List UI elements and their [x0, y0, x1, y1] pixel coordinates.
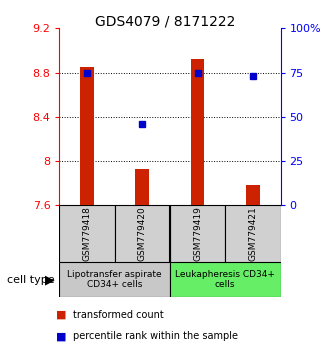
Bar: [170, 205, 225, 262]
Bar: [115, 205, 170, 262]
Text: GSM779421: GSM779421: [248, 206, 257, 261]
Text: GDS4079 / 8171222: GDS4079 / 8171222: [95, 14, 235, 28]
Text: GSM779418: GSM779418: [82, 206, 91, 261]
Bar: [225, 205, 280, 262]
Text: percentile rank within the sample: percentile rank within the sample: [73, 331, 238, 341]
Bar: [59, 262, 170, 297]
Bar: [191, 59, 205, 205]
Text: ■: ■: [56, 310, 67, 320]
Text: ▶: ▶: [45, 273, 54, 286]
Bar: [80, 67, 94, 205]
Text: cell type: cell type: [7, 275, 54, 285]
Text: ■: ■: [56, 331, 67, 341]
Text: Lipotransfer aspirate
CD34+ cells: Lipotransfer aspirate CD34+ cells: [67, 270, 162, 289]
Text: GSM779419: GSM779419: [193, 206, 202, 261]
Bar: [135, 169, 149, 205]
Text: transformed count: transformed count: [73, 310, 163, 320]
Text: Leukapheresis CD34+
cells: Leukapheresis CD34+ cells: [175, 270, 275, 289]
Bar: [170, 262, 280, 297]
Bar: [246, 185, 260, 205]
Text: GSM779420: GSM779420: [138, 206, 147, 261]
Bar: [59, 205, 115, 262]
